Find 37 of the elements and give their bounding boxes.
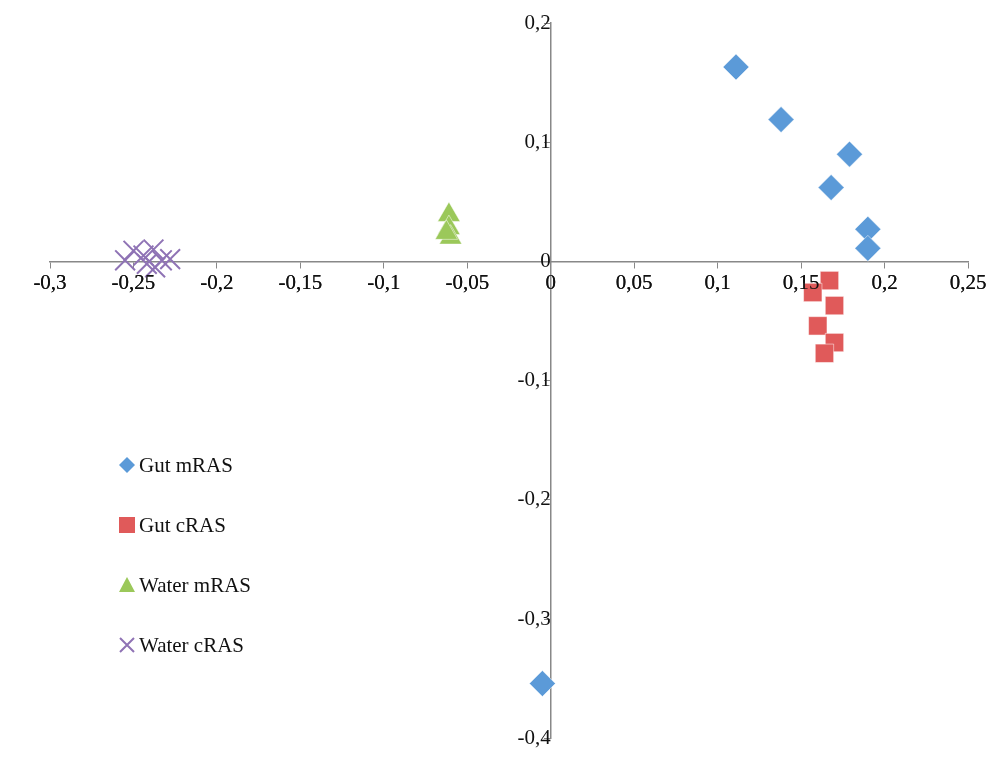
point [767,106,795,134]
x-tick-label: -0,25 [111,269,156,294]
y-tick-label: 0,1 [524,128,551,153]
point [819,270,840,291]
point [814,343,835,363]
point [854,234,882,262]
x-tick-label: 0,25 [949,269,987,294]
x-tick-label: -0,05 [445,269,490,294]
legend-label: Gut mRAS [139,452,233,479]
x-tick-label: -0,15 [278,269,323,294]
point [159,248,182,270]
legend-label: Gut cRAS [139,512,226,539]
point [824,295,845,316]
x-tick-label: -0,3 [33,269,67,294]
legend-label: Water mRAS [139,572,252,599]
x-tick-label: -0,1 [367,269,401,294]
x-tick-label: 0,05 [615,269,653,294]
point [722,53,750,81]
point [836,140,863,168]
y-tick-label: -0,4 [517,724,552,749]
x-tick-label: 0,15 [782,269,820,294]
legend-label: Water cRAS [139,632,245,659]
x-tick-label: 0,1 [704,269,731,294]
y-tick-label: 0,2 [524,9,551,34]
point [114,249,137,272]
x-tick-label: 0,2 [871,269,898,294]
y-tick-label: -0,2 [517,486,551,511]
point [528,670,556,698]
x-tick-label: -0,2 [200,269,234,294]
point [135,252,158,275]
y-tick-label: 0 [540,247,551,272]
point [132,244,155,267]
point [817,174,845,202]
point [808,316,828,336]
y-tick-label: -0,1 [517,367,551,392]
y-tick-label: -0,3 [517,605,551,630]
point [150,249,173,272]
